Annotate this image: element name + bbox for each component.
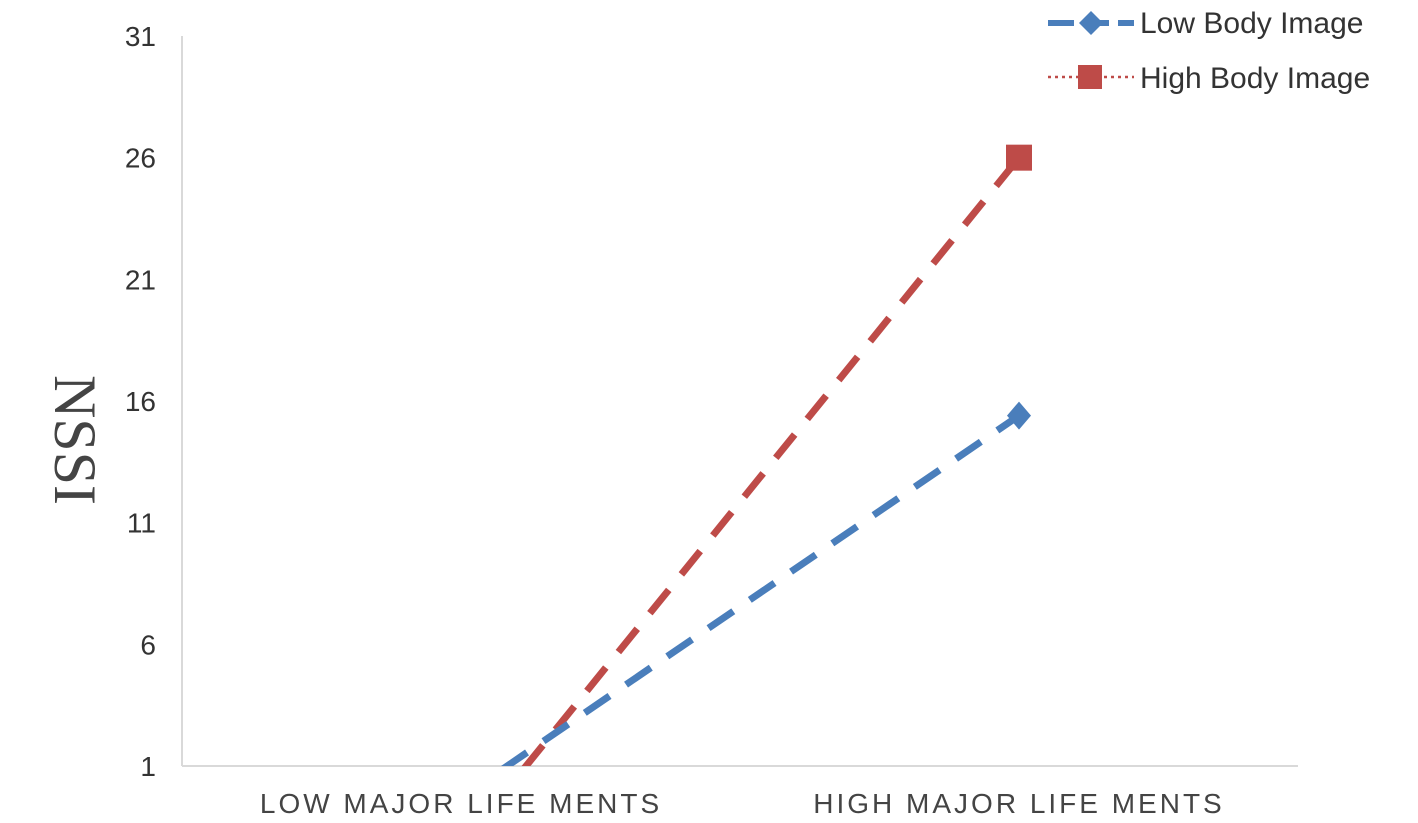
legend-diamond-icon [1079,11,1103,35]
marker-layer [1006,144,1032,430]
series-line-low-body-image [501,412,1021,766]
series-layer [501,155,1022,766]
legend-item-low-body-image: Low Body Image [1048,7,1363,40]
y-tick-label-21: 21 [125,264,156,295]
y-axis-label: NSSI [42,375,108,505]
y-tick-label-1: 1 [140,751,156,782]
y-tick-label-6: 6 [140,629,156,660]
y-tick-label-31: 31 [125,21,156,52]
x-tick-label-low-major-life-ments: LOW MAJOR LIFE MENTS [260,788,662,819]
data-point-low-body-image-high-major-life-ments [1007,401,1031,430]
x-tick-labels: LOW MAJOR LIFE MENTS HIGH MAJOR LIFE MENT… [260,788,1224,819]
y-tick-label-16: 16 [125,386,156,417]
legend-item-high-body-image: High Body Image [1048,62,1370,95]
data-point-high-body-image-high-major-life-ments [1006,144,1032,171]
legend: Low Body Image High Body Image [1048,7,1370,95]
legend-label-low-body-image: Low Body Image [1140,7,1363,40]
legend-label-high-body-image: High Body Image [1140,62,1370,95]
series-line-high-body-image [521,155,1022,766]
legend-square-icon [1078,65,1102,89]
x-tick-label-high-major-life-ments: HIGH MAJOR LIFE MENTS [813,788,1224,819]
y-tick-label-26: 26 [125,143,156,174]
y-tick-label-11: 11 [127,508,156,539]
